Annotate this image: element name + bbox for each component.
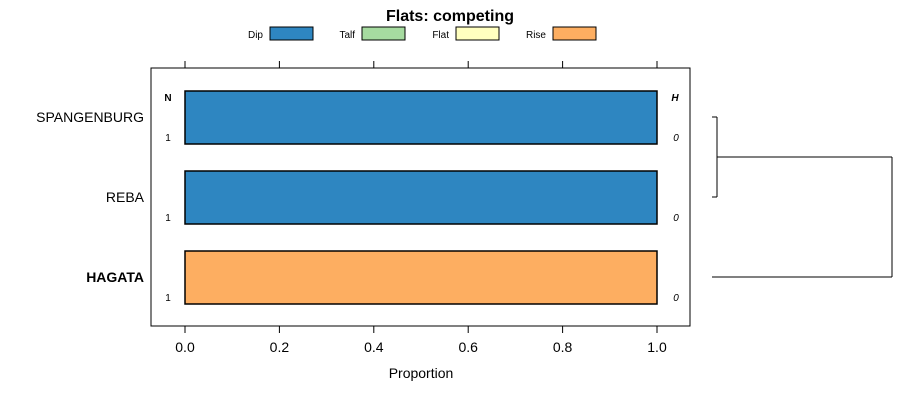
h-value-spangenburg: 0 [673,133,679,144]
legend: Dip Talf Flat Rise [248,26,597,41]
n-value-hagata: 1 [165,293,171,304]
plot-frame [150,67,691,327]
n-value-reba: 1 [165,213,171,224]
x-tick-label: 0.2 [270,339,290,355]
bar-spangenburg-dip [184,90,658,145]
bar-reba-dip [184,170,658,225]
row-label-reba: REBA [106,189,145,205]
legend-label-dip: Dip [248,30,263,41]
legend-swatch-dip [269,26,314,41]
bar-hagata-rise [184,250,658,305]
legend-label-talf: Talf [339,30,355,41]
top-axis-ticks [184,61,658,68]
legend-label-flat: Flat [432,30,449,41]
h-value-reba: 0 [673,213,679,224]
x-axis: 0.0 0.2 0.4 0.6 0.8 1.0 [175,326,667,355]
legend-swatch-talf [361,26,406,41]
h-column-header: H [671,93,679,104]
x-tick-label: 1.0 [647,339,667,355]
x-tick-label: 0.4 [364,339,384,355]
row-label-spangenburg: SPANGENBURG [36,109,144,125]
legend-label-rise: Rise [526,30,546,41]
legend-swatch-flat [455,26,500,41]
chart-title: Flats: competing [386,8,514,25]
x-axis-label: Proportion [389,365,454,381]
h-value-hagata: 0 [673,293,679,304]
rows: SPANGENBURG 1 0 REBA 1 0 HAGATA 1 0 [36,90,679,305]
x-tick-label: 0.6 [458,339,478,355]
n-value-spangenburg: 1 [165,133,171,144]
n-column-header: N [164,93,171,104]
dendrogram [712,116,893,278]
x-tick-label: 0.8 [553,339,573,355]
row-label-hagata: HAGATA [86,269,144,285]
x-tick-label: 0.0 [175,339,195,355]
legend-swatch-rise [552,26,597,41]
